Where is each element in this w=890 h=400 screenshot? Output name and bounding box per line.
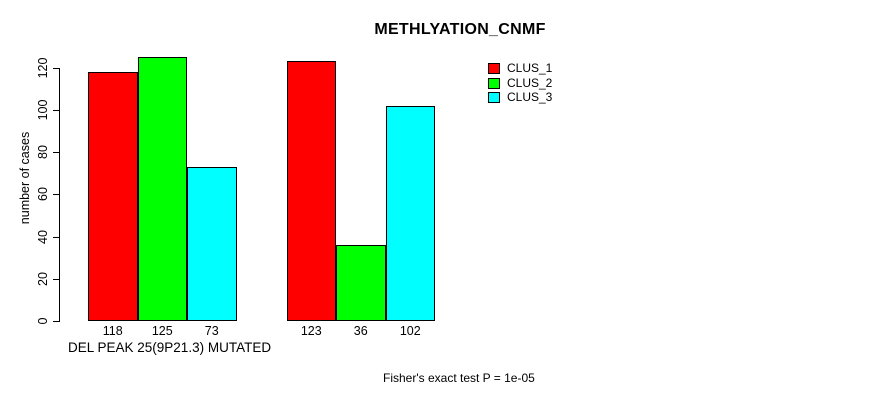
y-axis-tick: [53, 194, 59, 196]
bar-value-label: 125: [151, 324, 173, 338]
y-axis-tick: [53, 67, 59, 69]
bar-clus_1-group1: [88, 72, 138, 321]
legend-label: CLUS_1: [507, 61, 553, 75]
legend-swatch: [488, 92, 500, 103]
bar-value-label: 73: [204, 324, 219, 338]
y-axis-tick-label: 80: [36, 145, 50, 160]
bar-value-label: 123: [300, 324, 322, 338]
bar-value-label: 118: [102, 324, 123, 338]
y-axis-tick-label: 100: [36, 99, 50, 121]
legend-item-clus_2: CLUS_2: [488, 75, 553, 90]
y-axis-tick-label: 20: [36, 271, 50, 286]
bar-clus_3-group1: [187, 166, 237, 321]
footnote-text: Fisher's exact test P = 1e-05: [383, 371, 535, 385]
y-axis-line: [59, 67, 60, 322]
y-axis-tick: [53, 236, 59, 238]
legend-label: CLUS_3: [507, 90, 553, 104]
bar-clus_2-group2: [336, 245, 386, 321]
bar-clus_3-group2: [385, 105, 435, 321]
bar-value-label: 102: [399, 324, 421, 338]
y-axis-tick: [53, 321, 59, 322]
legend-swatch: [488, 77, 500, 89]
y-axis-tick: [53, 110, 59, 111]
legend: CLUS_1 CLUS_2 CLUS_3: [488, 61, 553, 104]
bar-clus_2-group1: [137, 57, 187, 321]
y-axis-label: number of cases: [18, 131, 32, 225]
legend-label: CLUS_2: [507, 75, 553, 90]
y-axis-tick: [53, 152, 59, 154]
legend-item-clus_3: CLUS_3: [488, 90, 553, 104]
x-axis-label: DEL PEAK 25(9P21.3) MUTATED: [68, 340, 272, 355]
y-axis-tick: [53, 278, 59, 280]
bar-clus_1-group2: [286, 61, 336, 321]
legend-swatch: [488, 63, 500, 74]
y-axis-tick-label: 120: [36, 57, 50, 79]
bar-value-label: 36: [353, 324, 368, 338]
y-axis-tick-label: 0: [36, 317, 50, 325]
legend-item-clus_1: CLUS_1: [488, 61, 553, 75]
y-axis-tick-label: 60: [36, 187, 50, 202]
chart-title: METHLYATION_CNMF: [374, 21, 546, 38]
y-axis-tick-label: 40: [36, 229, 50, 244]
